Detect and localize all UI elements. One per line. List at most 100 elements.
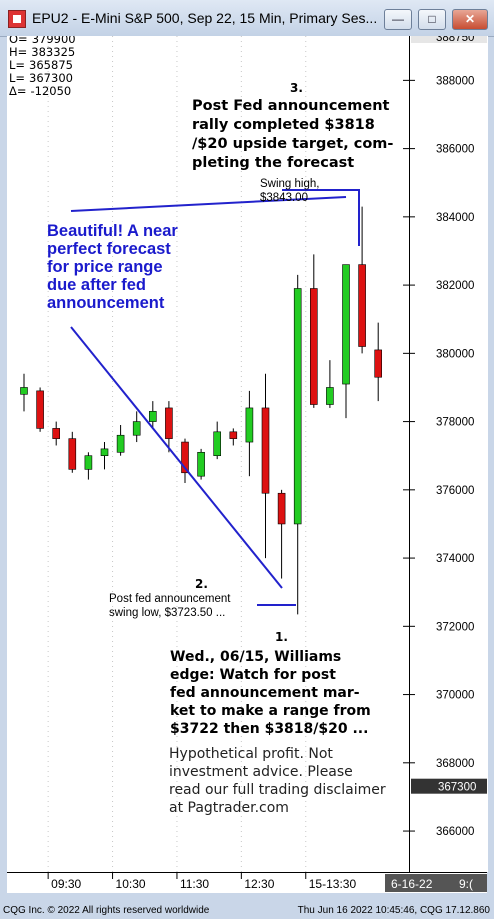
candle-body-down [181, 441, 189, 474]
candle-body-up [293, 288, 302, 525]
price-tick-label: 374000 [436, 553, 474, 565]
candle-body-up [326, 387, 334, 405]
candle [374, 322, 383, 402]
cqg-app-icon [8, 10, 26, 28]
close-button[interactable]: ✕ [452, 9, 488, 30]
candle-body-down [229, 431, 238, 439]
top-partial-label: 388750 [436, 36, 474, 44]
time-tick-label: 09:30 [51, 877, 81, 891]
date-label: 6-16-22 [391, 877, 433, 891]
candle [326, 360, 334, 408]
last-price-label: 367300 [438, 782, 476, 794]
candle [293, 274, 302, 615]
price-tick-label: 370000 [436, 690, 474, 702]
price-ticks: 366000 368000 370000 372000 374000 376000 3780… [410, 75, 474, 838]
candle-body-up [149, 411, 157, 422]
price-chart: O= 379900 H= 383325 L= 365875 L= 367300 Δ= -1… [9, 36, 409, 872]
price-tick-label: 388000 [436, 75, 474, 87]
candle [100, 442, 109, 470]
annotation-number-2: 2. [195, 577, 208, 591]
swing-high-line-1: Swing high, [260, 178, 319, 190]
time-tick-label: 11:30 [180, 877, 209, 891]
annotation-number-3: 3. [290, 81, 303, 95]
candle [132, 411, 141, 443]
forecast-line-2: perfect forecast [47, 240, 171, 258]
plot-area[interactable]: O= 379900 H= 383325 L= 365875 L= 367300 Δ= -1… [7, 36, 409, 872]
disclaimer-line-2: investment advice. Please [169, 764, 353, 780]
candle [197, 448, 205, 480]
candle [36, 387, 44, 432]
timestamp-text: Thu Jun 16 2022 10:45:46, CQG 17.12.860 [297, 905, 490, 916]
disclaimer-line-3: read our full trading disclaimer [169, 782, 386, 798]
price-axis-labels: 388750 366000 368000 370000 372000 374000 376… [410, 36, 487, 838]
candle [309, 254, 318, 408]
candle [149, 401, 157, 429]
candle [261, 373, 270, 559]
ohlc-low: L= 365875 [9, 58, 73, 72]
candle [245, 390, 254, 477]
williams-line-1: Wed., 06/15, Williams [170, 649, 341, 665]
candle-body-down [36, 390, 44, 429]
candle-body-up [20, 387, 28, 395]
swing-low-line-2: swing low, $3723.50 ... [109, 607, 225, 619]
candle-body-down [165, 407, 173, 439]
time-axis[interactable]: 09:30 10:30 11:30 12:30 15-13:30 6-16-22 9:( [7, 872, 487, 893]
time-tick-label: 10:30 [116, 877, 146, 891]
window-title: EPU2 - E-Mini S&P 500, Sep 22, 15 Min, P… [32, 10, 377, 26]
price-tick-label: 382000 [436, 280, 474, 292]
price-tick-label: 378000 [436, 417, 474, 429]
williams-line-3: fed announcement mar- [170, 685, 360, 701]
candle-body-up [342, 264, 350, 385]
copyright-text: CQG Inc. © 2022 All rights reserved worl… [3, 905, 210, 916]
candle [52, 421, 61, 446]
last-price-badge [411, 778, 487, 794]
candle [181, 438, 189, 484]
rally-line-3: /$20 upside target, com- [192, 136, 393, 152]
forecast-annotation: Beautiful! A near perfect forecast for p… [47, 222, 178, 312]
ohlc-change: Δ= -12050 [9, 84, 71, 98]
ohlc-last: L= 367300 [9, 71, 73, 85]
gridlines [47, 36, 409, 872]
candle [213, 421, 221, 460]
candle [277, 489, 286, 579]
candle [342, 264, 350, 419]
annotation-number-1: 1. [275, 630, 288, 644]
candle-body-down [374, 349, 383, 378]
candle-body-up [213, 431, 221, 457]
candle [116, 424, 125, 456]
candle-body-down [52, 428, 61, 439]
ohlc-box: O= 379900 H= 383325 L= 365875 L= 367300 Δ= -1… [9, 36, 76, 98]
candle-body-up [84, 455, 93, 470]
maximize-button[interactable]: □ [418, 9, 446, 30]
price-axis[interactable]: 388750 366000 368000 370000 372000 374000 376… [409, 36, 488, 872]
williams-line-5: $3722 then $3818/$20 ... [170, 721, 368, 737]
downtrend-line [70, 326, 283, 589]
williams-line-2: edge: Watch for post [170, 667, 336, 683]
disclaimer: Hypothetical profit. Not investment advi… [169, 746, 386, 816]
time-tick-label: 12:30 [244, 877, 274, 891]
forecast-line-5: announcement [47, 294, 165, 312]
time-tick-label: 15-13:30 [309, 877, 357, 891]
candle-body-down [309, 288, 318, 405]
candle-body-up [100, 448, 109, 457]
disclaimer-line-1: Hypothetical profit. Not [169, 746, 333, 762]
ohlc-open: O= 379900 [9, 36, 76, 46]
rally-line-1: Post Fed announcement [192, 98, 390, 114]
price-tick-label: 376000 [436, 485, 474, 497]
date-badge [385, 874, 487, 892]
rally-line-2: rally completed $3818 [192, 117, 375, 133]
price-tick-label: 366000 [436, 826, 474, 838]
candle-body-up [245, 407, 254, 443]
price-tick-label: 380000 [436, 348, 474, 360]
candle-body-down [358, 264, 366, 347]
candle-body-up [116, 434, 125, 453]
williams-line-4: ket to make a range from [170, 703, 371, 719]
candle [358, 206, 366, 354]
candle-body-down [277, 492, 286, 525]
candles [20, 206, 383, 615]
ohlc-high: H= 383325 [9, 45, 75, 59]
disclaimer-line-4: at Pagtrader.com [169, 800, 289, 816]
minimize-button[interactable]: — [384, 9, 412, 30]
price-tick-label: 386000 [436, 144, 474, 156]
swing-high-line-2: $3843.00 [260, 192, 308, 204]
